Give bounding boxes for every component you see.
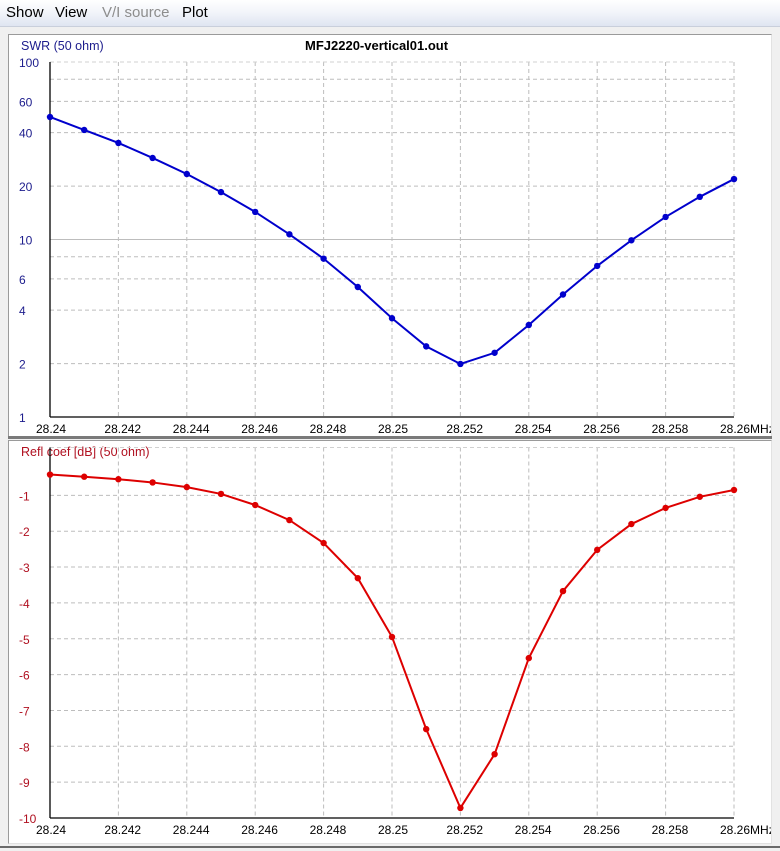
chart-title: MFJ2220-vertical01.out [305, 38, 449, 53]
data-point [662, 213, 669, 221]
refl-axis-title: Refl coef [dB] (50 ohm) [21, 445, 150, 459]
data-point [457, 360, 464, 368]
x-tick-label: 28.24 [36, 422, 66, 436]
x-tick-label: 28.26MHz [720, 422, 771, 436]
data-point [81, 126, 88, 134]
refl-chart-panel: Refl coef [dB] (50 ohm) -1 -2 -3 -4 -5 -6 -7 -8… [8, 440, 772, 844]
data-point [354, 574, 361, 582]
data-point [46, 471, 54, 478]
data-point [354, 283, 361, 291]
swr-plot[interactable]: 1 2 4 6 10 20 40 60 100 28.24 28.242 28.244 28.246 28… [9, 35, 771, 437]
x-tick-label: 28.258 [652, 823, 689, 837]
data-point [149, 479, 156, 486]
menu-bar: Show View V/I source Plot [0, 0, 780, 27]
x-tick-label: 28.256 [583, 823, 620, 837]
data-point [286, 231, 293, 238]
x-tick-label: 28.25 [378, 422, 408, 436]
y-tick-label: 40 [19, 127, 33, 141]
data-point [491, 349, 498, 356]
data-point [320, 539, 327, 547]
x-tick-label: 28.244 [173, 422, 210, 436]
y-tick-label: 100 [19, 56, 39, 70]
data-point [491, 750, 498, 758]
data-point [388, 633, 396, 641]
data-point [286, 516, 293, 524]
x-tick-label: 28.258 [652, 422, 689, 436]
menu-show[interactable]: Show [6, 4, 44, 21]
data-point [696, 493, 703, 500]
y-tick-label: 10 [19, 234, 33, 248]
y-tick-label: -4 [19, 597, 30, 611]
grid [50, 61, 735, 417]
y-tick-label: 20 [19, 180, 33, 194]
window-bottom-border [0, 846, 780, 848]
data-point [525, 321, 532, 329]
y-tick-label: 2 [19, 358, 26, 372]
data-point [320, 255, 327, 262]
data-point [217, 188, 225, 196]
y-tick-label: -10 [19, 812, 37, 826]
x-tick-label: 28.242 [104, 823, 141, 837]
data-point [594, 262, 601, 270]
data-point [696, 193, 703, 201]
data-point [252, 208, 259, 216]
x-tick-label: 28.256 [583, 422, 620, 436]
y-tick-label: -9 [19, 776, 30, 790]
data-point [628, 520, 635, 528]
data-point [662, 504, 669, 512]
menu-vi-source[interactable]: V/I source [102, 4, 170, 21]
y-tick-label: -7 [19, 704, 30, 718]
data-point [559, 587, 567, 595]
data-point [183, 170, 190, 178]
x-tick-label: 28.254 [515, 422, 552, 436]
data-point [559, 291, 567, 298]
x-tick-label: 28.244 [173, 823, 210, 837]
x-tick-label: 28.242 [104, 422, 141, 436]
data-point [525, 654, 532, 662]
y-tick-label: -5 [19, 633, 30, 647]
data-point [628, 237, 635, 244]
x-tick-label: 28.24 [36, 823, 66, 837]
y-tick-label: 1 [19, 411, 26, 425]
y-tick-label: -1 [19, 489, 30, 503]
swr-chart-panel: SWR (50 ohm) MFJ2220-vertical01.out 1 2 4 6… [8, 34, 772, 438]
menu-view[interactable]: View [55, 4, 88, 21]
data-point [115, 476, 122, 483]
y-tick-label: 4 [19, 304, 26, 318]
data-point [115, 139, 122, 147]
data-point [423, 343, 430, 350]
data-point [217, 490, 225, 498]
y-tick-label: -8 [19, 740, 30, 754]
grid [50, 447, 735, 818]
swr-axis-title: SWR (50 ohm) [21, 39, 104, 53]
data-point [388, 315, 396, 322]
x-tick-label: 28.25 [378, 823, 408, 837]
data-point [183, 483, 190, 491]
data-point [594, 546, 601, 554]
pane-splitter[interactable] [8, 436, 772, 439]
data-point [81, 473, 88, 480]
data-point [730, 486, 738, 494]
x-tick-label: 28.252 [446, 422, 483, 436]
data-point [252, 501, 259, 509]
x-tick-label: 28.246 [241, 823, 278, 837]
y-tick-label: -6 [19, 669, 30, 683]
x-tick-label: 28.246 [241, 422, 278, 436]
y-tick-label: 6 [19, 273, 26, 287]
y-tick-label: 60 [19, 95, 33, 109]
data-point [730, 175, 738, 183]
data-point [457, 804, 464, 812]
x-tick-label: 28.26MHz [720, 823, 771, 837]
x-tick-label: 28.248 [310, 823, 347, 837]
data-point [149, 154, 156, 162]
data-point [423, 725, 430, 733]
x-tick-label: 28.248 [310, 422, 347, 436]
y-tick-label: -2 [19, 525, 30, 539]
y-tick-label: -3 [19, 561, 30, 575]
x-tick-label: 28.252 [446, 823, 483, 837]
x-tick-label: 28.254 [515, 823, 552, 837]
data-point [46, 113, 54, 121]
menu-plot[interactable]: Plot [182, 4, 208, 21]
